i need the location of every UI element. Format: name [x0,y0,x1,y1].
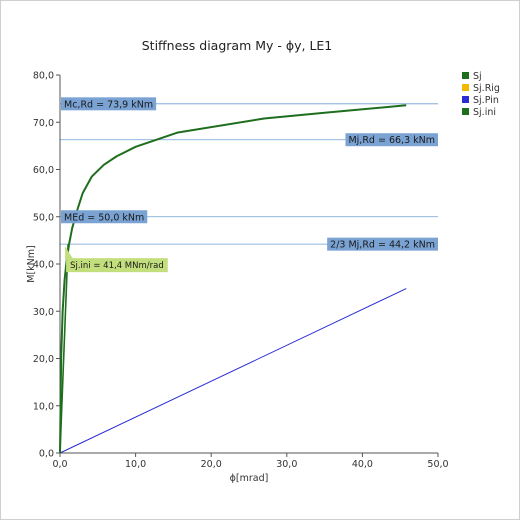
reference-labels: Mc,Rd = 73,9 kNm Mj,Rd = 66,3 kNm MEd = 50… [61,97,438,251]
ref-label-mc_rd: Mc,Rd = 73,9 kNm [61,97,157,111]
sj-ini-label-text: Sj.ini = 41,4 MNm/rad [70,261,164,271]
x-tick-label: 0,0 [52,459,67,470]
legend-swatch-sj [462,72,469,79]
legend-label-sj-ini: Sj.ini [473,107,496,118]
legend-label-sj: Sj [473,71,482,82]
series-line-sj-pin [59,288,407,454]
y-tick-label: 70,0 [33,118,54,129]
chart-title: Stiffness diagram My - ϕy, LE1 [142,38,333,53]
y-axis-label: M[kNm] [26,245,37,282]
y-tick-label: 30,0 [33,307,54,318]
legend-label-sj-rig: Sj.Rig [473,83,500,94]
x-tick-label: 20,0 [201,459,222,470]
sj-ini-pointer [65,246,74,260]
ref-label-text: MEd = 50,0 kNm [64,212,144,223]
y-tick-label: 50,0 [33,212,54,223]
y-tick-label: 20,0 [33,354,54,365]
x-tick-label: 50,0 [427,459,448,470]
ref-label-text: Mj,Rd = 66,3 kNm [348,135,435,146]
y-tick-label: 40,0 [33,260,54,271]
legend-swatch-sj-ini [462,108,469,115]
ref-label-bg [327,237,438,251]
sj-ini-annotation: Sj.ini = 41,4 MNm/rad [65,246,168,273]
y-tick-label: 0,0 [39,449,54,460]
ref-label-mj_rd: Mj,Rd = 66,3 kNm [345,133,438,147]
ref-label-bg [61,97,157,111]
ref-label-bg [61,210,148,224]
legend-swatch-sj-rig [462,84,469,91]
ref-label-text: Mc,Rd = 73,9 kNm [64,99,153,110]
y-tick-label: 80,0 [33,71,54,82]
legend-label-sj-pin: Sj.Pin [473,95,499,106]
legend-swatch-sj-pin [462,96,469,103]
x-tick-label: 30,0 [276,459,297,470]
x-tick-labels: 0,0 10,0 20,0 30,0 40,0 50,0 [52,453,449,470]
y-tick-label: 60,0 [33,165,54,176]
series-layer [59,104,407,454]
x-axis-label: ϕ[mrad] [230,473,269,484]
y-tick-label: 10,0 [33,401,54,412]
ref-label-bg [345,133,438,147]
x-tick-label: 40,0 [352,459,373,470]
x-tick-label: 10,0 [125,459,146,470]
ref-label-med: MEd = 50,0 kNm [61,210,148,224]
ref-label-two_thirds_mj_rd: 2/3 Mj,Rd = 44,2 kNm [327,237,438,251]
ref-label-text: 2/3 Mj,Rd = 44,2 kNm [330,240,435,251]
series-line-sj [59,104,407,454]
sj-ini-label-bg [66,258,168,273]
y-tick-labels: 0,0 10,0 20,0 30,0 40,0 50,0 60,0 70,0 80,0 [33,71,60,460]
